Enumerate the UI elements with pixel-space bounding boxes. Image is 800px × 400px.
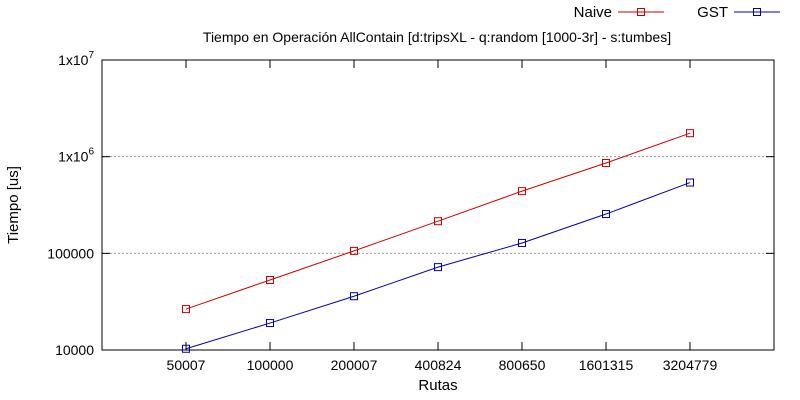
data-point [434,263,442,272]
y-tick-exponent: 6 [88,147,94,158]
series-layer [182,129,694,353]
data-point [518,187,526,196]
legend-label: Naive [574,4,612,21]
data-point [686,129,694,138]
data-point [518,238,526,247]
x-axis-label: Rutas [418,377,457,394]
y-tick-base: 1x10 [58,52,89,68]
data-point [350,246,358,255]
x-tick-label: 400824 [415,357,462,373]
data-point [434,217,442,226]
series-line [185,132,691,310]
x-tick-label: 3204779 [663,357,718,373]
legend-marker [637,8,645,16]
y-tick-exponent: 7 [88,50,94,61]
x-axis: 50007 100000 200007 400824 800650 1601315 3204… [167,60,718,373]
y-tick-label: 100000 [47,245,94,261]
legend: Naive GST [574,4,780,21]
y-tick-base: 1x10 [58,149,89,165]
y-tick-label: 1x107 [58,50,94,68]
series-gst [182,178,694,353]
data-point [182,344,190,353]
legend-item-naive: Naive [574,4,664,21]
plot-frame [101,59,775,351]
series-naive [182,129,694,314]
data-point [182,305,190,314]
x-tick-label: 100000 [247,357,294,373]
data-point [266,275,274,284]
data-point [266,319,274,328]
grid-lines [102,156,774,254]
y-axis-label: Tiempo [us] [5,166,22,244]
y-tick-label: 1x106 [58,147,94,165]
data-point [686,178,694,187]
series-line [185,182,691,350]
y-tick-label: 10000 [55,342,94,358]
x-tick-label: 50007 [167,357,206,373]
legend-label: GST [697,4,728,21]
x-tick-label: 1601315 [579,357,634,373]
chart-title: Tiempo en Operación AllContain [d:tripsX… [203,29,671,45]
y-tick-base: 100000 [47,245,94,261]
y-tick-base: 10000 [55,342,94,358]
x-tick-label: 200007 [331,357,378,373]
legend-marker [753,8,761,16]
data-point [350,292,358,301]
data-point [602,158,610,167]
legend-item-gst: GST [697,4,780,21]
x-tick-label: 800650 [499,357,546,373]
data-point [602,210,610,219]
